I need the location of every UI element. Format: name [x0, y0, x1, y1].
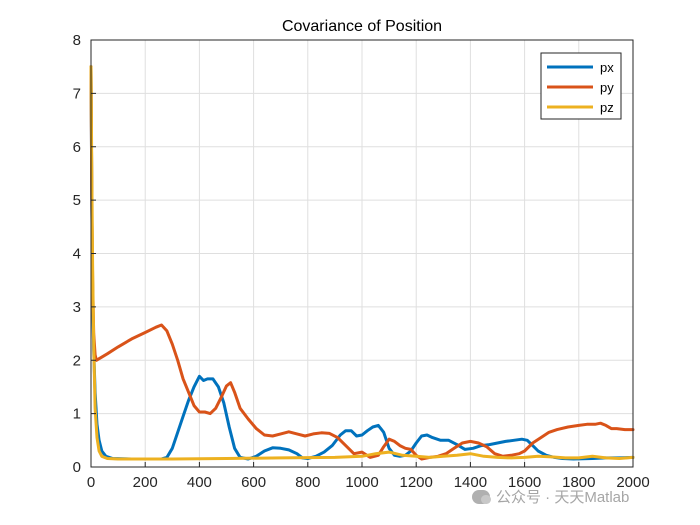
series-lines [89, 65, 635, 461]
y-tick-label: 2 [73, 352, 81, 369]
x-tick-label: 1200 [400, 474, 433, 491]
y-tick-label: 0 [73, 459, 81, 476]
x-tick-label: 1600 [508, 474, 541, 491]
y-tick-label: 4 [73, 246, 81, 263]
x-tick-label: 800 [295, 474, 320, 491]
chart-title: Covariance of Position [282, 18, 442, 35]
y-tick-label: 5 [73, 192, 81, 209]
watermark-text: 公众号 · 天天Matlab [496, 489, 630, 506]
x-tick-label: 1800 [562, 474, 595, 491]
y-tick-label: 3 [73, 299, 81, 316]
x-tick-label: 0 [87, 474, 95, 491]
series-line-px [89, 65, 635, 461]
watermark: 公众号 · 天天Matlab [472, 486, 629, 507]
x-tick-label: 1400 [454, 474, 487, 491]
x-tick-label: 2000 [616, 474, 649, 491]
wechat-icon [472, 489, 491, 504]
legend-label: px [600, 60, 614, 75]
y-tick-label: 7 [73, 85, 81, 102]
legend-label: py [600, 80, 614, 95]
x-tick-label: 400 [187, 474, 212, 491]
legend-label: pz [600, 100, 614, 115]
y-tick-label: 8 [73, 32, 81, 49]
x-tick-label: 600 [241, 474, 266, 491]
legend: px py pz [540, 52, 622, 120]
y-tick-label: 1 [73, 406, 81, 423]
x-tick-label: 200 [133, 474, 158, 491]
x-tick-label: 1000 [345, 474, 378, 491]
axis-ticks: 0 200 400 600 800 1000 1200 1400 1600 1800 2000 0 1 2… [73, 32, 650, 491]
y-tick-label: 6 [73, 139, 81, 156]
series-line-pz [89, 65, 635, 461]
series-line-py [89, 65, 635, 461]
